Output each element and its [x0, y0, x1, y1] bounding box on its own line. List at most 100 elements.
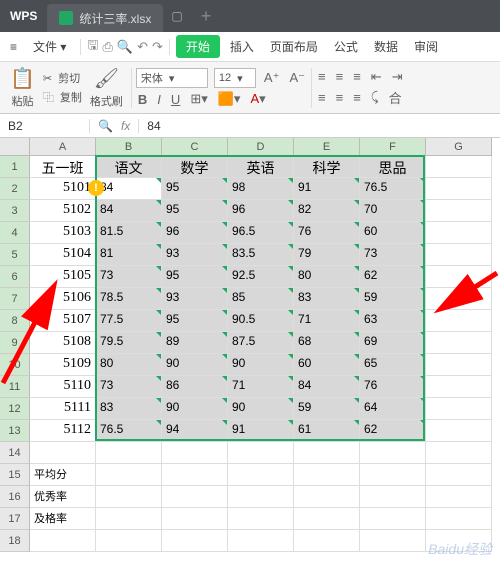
cell-F6[interactable]: 62	[360, 266, 426, 288]
cell-D12[interactable]: 90	[228, 398, 294, 420]
row-header-10[interactable]: 10	[0, 354, 30, 376]
cell-D13[interactable]: 91	[228, 420, 294, 442]
cell-A11[interactable]: 5110	[30, 376, 96, 398]
row-header-16[interactable]: 16	[0, 486, 30, 508]
cell-E8[interactable]: 71	[294, 310, 360, 332]
row-header-7[interactable]: 7	[0, 288, 30, 310]
cell-E15[interactable]	[294, 464, 360, 486]
cell-D14[interactable]	[228, 442, 294, 464]
col-header-B[interactable]: B	[96, 138, 162, 156]
cell-G9[interactable]	[426, 332, 492, 354]
font-color-button[interactable]: A▾	[248, 91, 267, 107]
cell-A16[interactable]: 优秀率	[30, 486, 96, 508]
cell-G1[interactable]	[426, 156, 492, 178]
cell-D1[interactable]: 英语	[228, 156, 294, 178]
cell-B11[interactable]: 73	[96, 376, 162, 398]
print-icon[interactable]: ⎙	[102, 39, 112, 55]
document-tab[interactable]: 统计三率.xlsx	[47, 4, 163, 32]
font-size-dropdown[interactable]: 12▾	[214, 68, 256, 88]
cell-A6[interactable]: 5105	[30, 266, 96, 288]
row-header-4[interactable]: 4	[0, 222, 30, 244]
cell-F5[interactable]: 73	[360, 244, 426, 266]
cell-C18[interactable]	[162, 530, 228, 552]
align-mid-icon[interactable]: ≡	[334, 69, 346, 84]
spreadsheet-area[interactable]: ABCDEFG 123456789101112131415161718 五一班语…	[0, 138, 500, 565]
cell-F4[interactable]: 60	[360, 222, 426, 244]
cell-F15[interactable]	[360, 464, 426, 486]
cell-C7[interactable]: 93	[162, 288, 228, 310]
cell-D11[interactable]: 71	[228, 376, 294, 398]
merge-button[interactable]: 合	[387, 88, 404, 107]
cell-E17[interactable]	[294, 508, 360, 530]
cell-D5[interactable]: 83.5	[228, 244, 294, 266]
cell-E2[interactable]: 91	[294, 178, 360, 200]
cell-C13[interactable]: 94	[162, 420, 228, 442]
cell-E16[interactable]	[294, 486, 360, 508]
row-header-13[interactable]: 13	[0, 420, 30, 442]
cell-F13[interactable]: 62	[360, 420, 426, 442]
font-name-dropdown[interactable]: 宋体▾	[136, 68, 208, 88]
row-header-5[interactable]: 5	[0, 244, 30, 266]
cell-D4[interactable]: 96.5	[228, 222, 294, 244]
col-header-D[interactable]: D	[228, 138, 294, 156]
cell-G3[interactable]	[426, 200, 492, 222]
cell-D10[interactable]: 90	[228, 354, 294, 376]
tab-layout[interactable]: 页面布局	[264, 36, 324, 57]
cell-E5[interactable]: 79	[294, 244, 360, 266]
cell-F8[interactable]: 63	[360, 310, 426, 332]
tab-insert[interactable]: 插入	[224, 36, 260, 57]
cell-C4[interactable]: 96	[162, 222, 228, 244]
cell-G13[interactable]	[426, 420, 492, 442]
align-left-icon[interactable]: ≡	[316, 90, 328, 105]
cell-G12[interactable]	[426, 398, 492, 420]
cell-E4[interactable]: 76	[294, 222, 360, 244]
cell-B13[interactable]: 76.5	[96, 420, 162, 442]
cell-D17[interactable]	[228, 508, 294, 530]
row-header-3[interactable]: 3	[0, 200, 30, 222]
cell-G7[interactable]	[426, 288, 492, 310]
cell-A1[interactable]: 五一班	[30, 156, 96, 178]
indent-right-icon[interactable]: ⇥	[390, 69, 405, 85]
cell-G6[interactable]	[426, 266, 492, 288]
cell-F10[interactable]: 65	[360, 354, 426, 376]
align-bot-icon[interactable]: ≡	[351, 69, 363, 84]
cell-D15[interactable]	[228, 464, 294, 486]
fill-color-button[interactable]: 🟧▾	[216, 91, 243, 107]
cell-B5[interactable]: 81	[96, 244, 162, 266]
cell-E7[interactable]: 83	[294, 288, 360, 310]
paste-group[interactable]: 📋 粘贴	[6, 66, 39, 109]
cell-B4[interactable]: 81.5	[96, 222, 162, 244]
cell-E11[interactable]: 84	[294, 376, 360, 398]
cell-grid[interactable]: 五一班语文数学英语科学思品51018495989176.551028495968…	[30, 156, 492, 552]
decrease-font-icon[interactable]: A⁻	[287, 70, 307, 86]
tab-start[interactable]: 开始	[176, 35, 220, 58]
cell-F11[interactable]: 76	[360, 376, 426, 398]
warning-icon[interactable]: !	[88, 180, 104, 196]
col-header-C[interactable]: C	[162, 138, 228, 156]
indent-left-icon[interactable]: ⇤	[369, 69, 384, 85]
wrap-icon[interactable]: ⤹	[369, 89, 381, 105]
cell-C8[interactable]: 95	[162, 310, 228, 332]
fx-icon[interactable]: fx	[121, 119, 130, 133]
underline-button[interactable]: U	[169, 92, 182, 107]
cell-F3[interactable]: 70	[360, 200, 426, 222]
cell-D9[interactable]: 87.5	[228, 332, 294, 354]
cell-A4[interactable]: 5103	[30, 222, 96, 244]
cell-D16[interactable]	[228, 486, 294, 508]
tab-data[interactable]: 数据	[368, 36, 404, 57]
cell-B6[interactable]: 73	[96, 266, 162, 288]
cell-E18[interactable]	[294, 530, 360, 552]
italic-button[interactable]: I	[155, 92, 163, 107]
cell-A17[interactable]: 及格率	[30, 508, 96, 530]
cell-B1[interactable]: 语文	[96, 156, 162, 178]
cell-E10[interactable]: 60	[294, 354, 360, 376]
cell-F9[interactable]: 69	[360, 332, 426, 354]
save-icon[interactable]: 🖫	[87, 36, 98, 58]
cell-A15[interactable]: 平均分	[30, 464, 96, 486]
cell-A14[interactable]	[30, 442, 96, 464]
cell-C2[interactable]: 95	[162, 178, 228, 200]
cell-F14[interactable]	[360, 442, 426, 464]
preview-icon[interactable]: 🔍	[117, 39, 133, 55]
cell-C15[interactable]	[162, 464, 228, 486]
cell-C3[interactable]: 95	[162, 200, 228, 222]
